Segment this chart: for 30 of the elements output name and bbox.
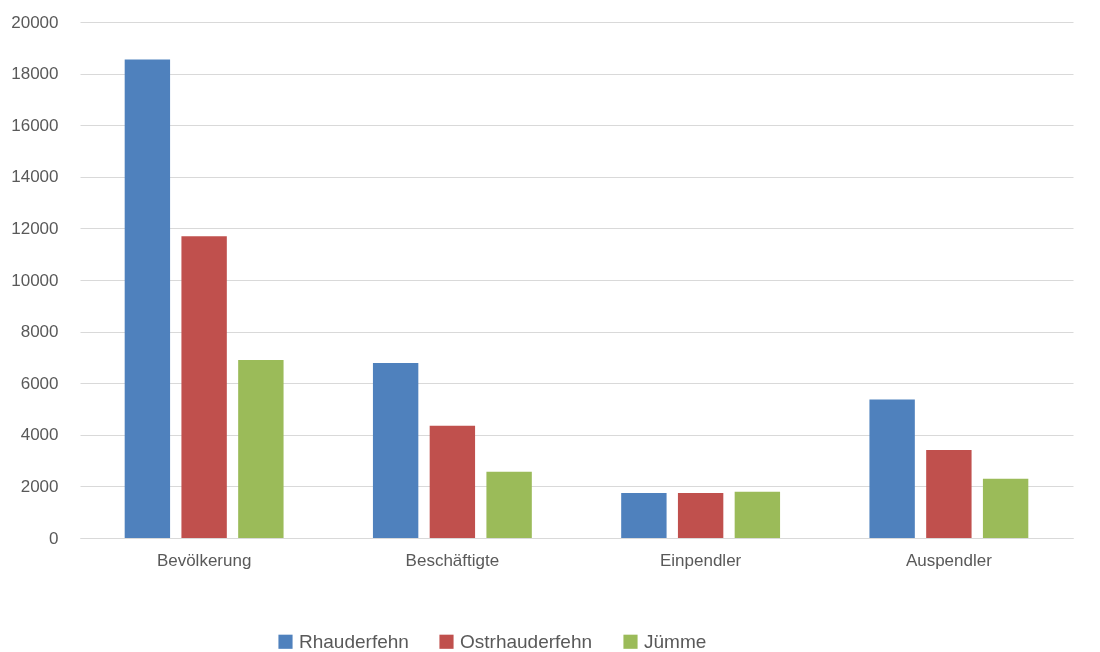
bar [181,236,227,538]
bar [486,471,532,538]
y-tick-label: 0 [49,528,59,548]
bar [124,59,171,538]
y-tick-label: 6000 [20,373,59,393]
x-tick-label: Bevölkerung [156,550,252,570]
bar [677,493,724,538]
bar [869,399,915,538]
legend-label: Ostrhauderfehn [460,630,593,652]
legend-label: Jümme [644,630,707,652]
y-tick-label: 18000 [11,64,59,84]
x-tick-label: Beschäftigte [405,550,500,570]
y-tick-label: 4000 [20,425,59,445]
bar [429,425,476,538]
x-tick-label: Einpendler [659,550,742,570]
y-tick-label: 20000 [11,12,59,32]
y-tick-label: 12000 [11,218,59,238]
bar [372,363,419,538]
y-tick-label: 10000 [11,270,59,290]
bar [621,493,667,538]
bar [926,450,972,538]
legend-label: Rhauderfehn [299,630,409,652]
bar [238,359,284,538]
y-tick-label: 16000 [11,115,59,135]
x-tick-label: Auspendler [905,550,993,570]
y-tick-label: 14000 [11,167,59,187]
y-tick-label: 2000 [20,476,59,496]
bar [982,478,1029,538]
y-tick-label: 8000 [20,322,59,342]
bar [734,491,781,538]
